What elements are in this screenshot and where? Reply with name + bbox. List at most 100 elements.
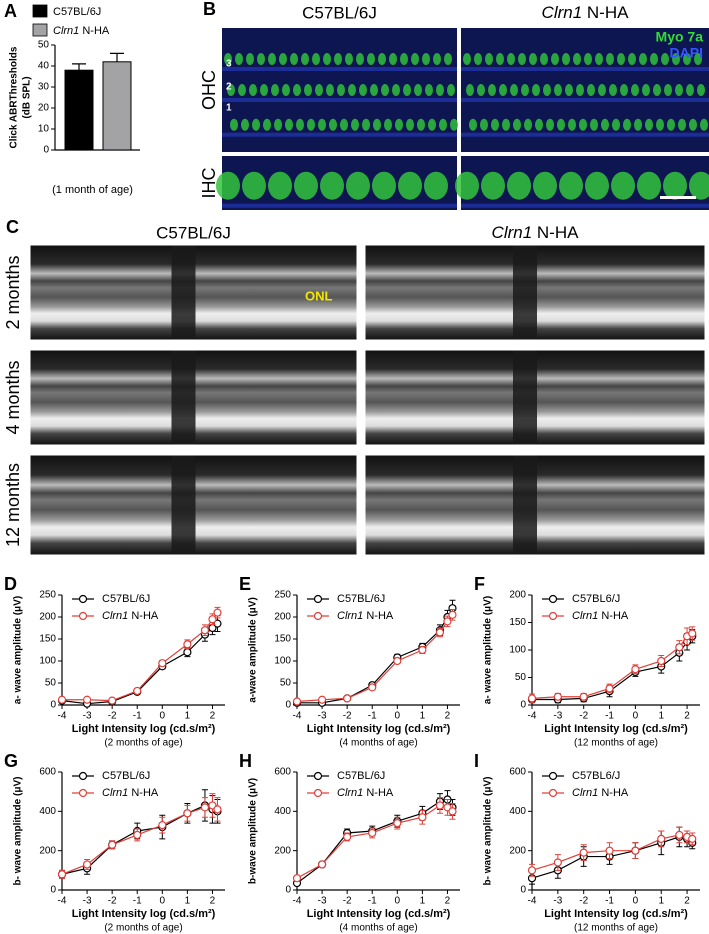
panel-label: I [474,751,479,771]
y-tick-label: 600 [509,767,526,778]
cell [351,118,359,131]
cell [612,118,620,131]
x-tick-label: 2 [445,711,451,722]
cell [686,84,694,96]
legend-label: C57BL/6J [53,6,101,18]
cell [290,53,298,65]
cell [235,53,243,65]
cell [260,84,268,96]
x-tick-label: -4 [293,896,302,907]
data-point [448,610,457,619]
row-label: 4 months [3,360,23,434]
x-tick-label: -4 [58,896,67,907]
cell [320,171,344,200]
panel-label: A [4,1,17,21]
cell [337,84,345,96]
cell [513,118,521,131]
cell [367,53,375,65]
cell [653,84,661,96]
bar [64,69,94,151]
legend-label: Clrn1 N-HA [337,610,394,622]
column-header: Clrn1 N-HA [492,223,580,242]
cell [378,53,386,65]
data-point [82,860,92,869]
legend-marker [78,594,88,604]
cell [474,53,482,65]
cell [507,171,531,200]
x-axis-label: (1 month of age) [52,184,133,196]
cell [683,53,691,65]
x-axis-label: Light Intensity log (cd.s/m²) [307,908,451,920]
data-point [368,683,377,692]
column-header: C57BL/6J [302,3,377,22]
y-tick-label: 150 [39,634,56,645]
optic-nerve [171,350,196,445]
cell [216,171,240,200]
cell [242,171,266,200]
data-point [133,686,142,696]
image-border [29,244,358,341]
cell [274,118,282,131]
x-tick-label: 0 [160,896,166,907]
cell [268,53,276,65]
micrograph-texture [461,53,709,137]
x-tick-label: 2 [684,711,690,722]
cell [345,53,353,65]
cell [485,53,493,65]
cell [639,53,647,65]
y-tick-label: 100 [509,645,526,656]
cell [469,118,477,131]
cell [398,171,422,200]
y-axis-label: a- wave amplitude (μV) [483,596,494,704]
data-point [108,696,117,705]
y-tick-label: 200 [274,845,291,856]
y-tick-label: 0 [50,700,56,711]
cell [579,118,587,131]
y-tick-label: 250 [39,590,56,601]
data-point [343,832,352,842]
x-tick-label: 0 [395,896,401,907]
legend-marker [548,594,558,604]
x-tick-label: 0 [633,896,639,907]
annotation: ONL [305,288,333,303]
cell [450,118,458,131]
cell [634,118,642,131]
legend-label: Clrn1 N-HA [572,787,629,799]
data-point [183,648,192,657]
cell [428,118,436,131]
legend-marker [548,771,558,781]
stain-label: Myo 7a [656,29,704,45]
cell [700,118,708,131]
image-border [364,349,706,446]
optic-nerve [513,455,537,555]
subtitle: (4 months of age) [339,738,417,749]
y-axis-label: b-wave amplitude (μV) [248,778,259,884]
nuclei-band [461,132,709,137]
data-point [579,692,588,701]
micrograph-texture [455,171,709,208]
legend-label: C57BL6/J [572,770,620,782]
x-tick-label: -1 [605,896,614,907]
cell [348,84,356,96]
legend-label: Clrn1 N-HA [102,610,159,622]
data-point [605,684,614,693]
cell [642,84,650,96]
cell [268,171,292,200]
cell [656,118,664,131]
x-tick-label: 2 [445,896,451,907]
cell [667,118,675,131]
x-tick-label: -2 [579,896,588,907]
legend-label: C57BL/6J [102,770,150,782]
cell [585,171,609,200]
x-tick-label: 1 [185,896,191,907]
data-point [57,870,67,879]
y-tick-label: 250 [274,590,291,601]
x-tick-label: -1 [133,711,142,722]
cell [562,53,570,65]
image-border [364,454,706,556]
y-tick-label: 0 [520,885,526,896]
cell [694,53,702,65]
cell [631,84,639,96]
column-header: Clrn1 N-HA [542,3,630,22]
x-tick-label: -1 [368,711,377,722]
